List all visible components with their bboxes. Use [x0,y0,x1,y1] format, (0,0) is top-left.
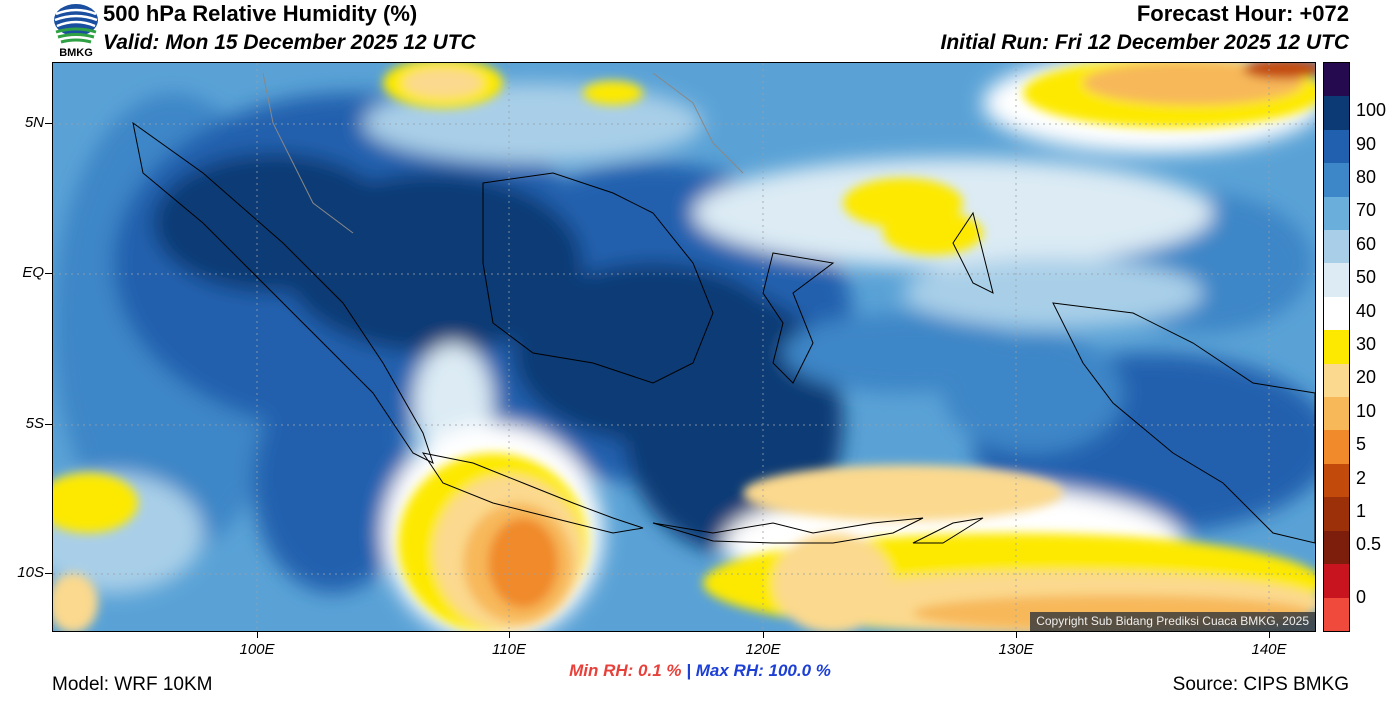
lat-tick [45,573,52,574]
rh-stats: Min RH: 0.1 % | Max RH: 100.0 % [0,661,1400,681]
min-rh-label: Min RH: [569,661,634,680]
lat-tick [45,123,52,124]
colorbar-segment [1324,63,1349,97]
colorbar-segment [1324,597,1349,631]
colorbar-segment [1324,263,1349,297]
lat-tick [45,424,52,425]
chart-title: 500 hPa Relative Humidity (%) [103,1,418,26]
map-field [53,63,1315,631]
colorbar-segment [1324,463,1349,498]
lon-tick [257,632,258,638]
colorbar-label: 30 [1356,333,1377,354]
lat-label-5n: 5N [24,114,44,131]
forecast-hour: Forecast Hour: +072 [1136,1,1349,26]
colorbar-label: 40 [1356,300,1377,321]
model-info: Model: WRF 10KM [52,674,213,695]
colorbar-label: 1 [1356,501,1367,522]
min-rh-value: 0.1 % [638,661,682,680]
colorbar-label: 90 [1356,133,1377,154]
lon-tick [509,632,510,638]
colorbar-segment [1324,564,1349,598]
logo-text: BMKG [59,47,93,59]
lat-label-eq: EQ [22,264,44,281]
colorbar-label: 60 [1356,233,1377,254]
colorbar-segment [1324,330,1349,364]
colorbar-segment [1324,163,1349,197]
lat-tick [45,273,52,274]
initial-run: Initial Run: Fri 12 December 2025 12 UTC [940,31,1349,54]
colorbar-segment [1324,430,1349,464]
copyright-notice: Copyright Sub Bidang Prediksi Cuaca BMKG… [1030,612,1315,631]
colorbar-segment [1324,96,1349,130]
bmkg-logo-icon [54,4,98,44]
lon-label-110e: 110E [492,641,526,658]
lon-tick [1269,632,1270,638]
colorbar-label: 100 [1356,100,1387,121]
colorbar-label: 20 [1356,367,1377,388]
colorbar-segment [1324,363,1349,398]
colorbar-segment [1324,397,1349,431]
lat-label-10s: 10S [17,564,44,581]
lon-label-130e: 130E [998,641,1034,658]
colorbar-label: 50 [1356,267,1377,288]
colorbar-segment [1324,230,1349,264]
colorbar-label: 0.5 [1356,534,1382,555]
max-rh-label: Max RH: [695,661,764,680]
valid-time: Valid: Mon 15 December 2025 12 UTC [103,31,476,54]
colorbar-segment [1324,497,1349,531]
lon-label-120e: 120E [745,641,781,658]
colorbar-segment [1324,296,1349,331]
colorbar-label: 2 [1356,467,1367,488]
colorbar-label: 70 [1356,200,1377,221]
colorbar-label: 80 [1356,166,1377,187]
lon-label-100e: 100E [239,641,275,658]
lon-label-140e: 140E [1251,641,1287,658]
lat-label-5s: 5S [25,415,44,432]
colorbar-segment [1324,129,1349,164]
max-rh-value: 100.0 % [768,661,831,680]
colorbar-label: 10 [1356,400,1377,421]
colorbar-label: 5 [1356,434,1367,455]
colorbar-label: 0 [1356,586,1367,607]
stats-separator: | [686,661,692,680]
humidity-map: Copyright Sub Bidang Prediksi Cuaca BMKG… [52,62,1316,632]
colorbar-segment [1324,196,1349,231]
colorbar [1323,62,1350,632]
source-info: Source: CIPS BMKG [1172,674,1349,695]
bmkg-logo: BMKG [52,2,100,60]
lon-tick [1016,632,1017,638]
colorbar-segment [1324,530,1349,565]
lon-tick [763,632,764,638]
